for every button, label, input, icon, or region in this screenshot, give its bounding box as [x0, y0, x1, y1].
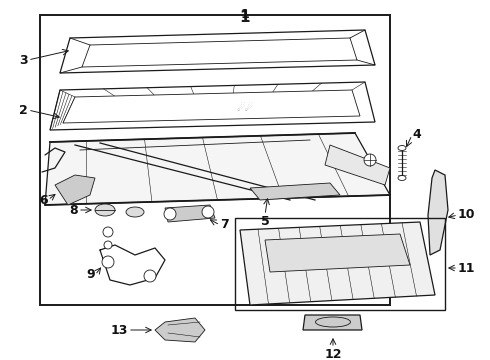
Text: 12: 12 — [324, 348, 342, 360]
Polygon shape — [63, 90, 360, 123]
Text: 9: 9 — [86, 269, 95, 282]
Polygon shape — [50, 82, 375, 130]
Circle shape — [104, 241, 112, 249]
Polygon shape — [60, 30, 375, 73]
Ellipse shape — [398, 145, 406, 150]
Text: 8: 8 — [70, 203, 78, 216]
Circle shape — [164, 208, 176, 220]
Polygon shape — [45, 133, 390, 205]
Polygon shape — [428, 170, 448, 255]
Circle shape — [144, 270, 156, 282]
Polygon shape — [155, 318, 205, 342]
Circle shape — [102, 256, 114, 268]
Circle shape — [202, 206, 214, 218]
Text: 3: 3 — [20, 54, 28, 67]
Ellipse shape — [316, 317, 350, 327]
Ellipse shape — [126, 207, 144, 217]
Text: 6: 6 — [39, 194, 48, 207]
Bar — [235, 218, 445, 310]
Polygon shape — [240, 222, 435, 305]
Text: 11: 11 — [458, 261, 475, 274]
Ellipse shape — [95, 204, 115, 216]
Circle shape — [364, 154, 376, 166]
Text: 7: 7 — [220, 219, 229, 231]
Text: 5: 5 — [261, 215, 270, 228]
Text: 1: 1 — [240, 10, 250, 25]
Text: 10: 10 — [458, 208, 475, 221]
Ellipse shape — [398, 175, 406, 180]
Polygon shape — [325, 145, 390, 185]
Polygon shape — [165, 205, 215, 222]
Text: 4: 4 — [412, 129, 421, 141]
Text: 1: 1 — [241, 8, 249, 21]
Polygon shape — [250, 183, 340, 200]
Polygon shape — [82, 38, 357, 67]
Polygon shape — [55, 175, 95, 205]
Polygon shape — [303, 315, 362, 330]
Text: ☄☄: ☄☄ — [236, 103, 254, 113]
Text: 13: 13 — [111, 324, 128, 337]
Circle shape — [103, 227, 113, 237]
Bar — [40, 15, 390, 305]
Polygon shape — [265, 234, 410, 272]
Text: 2: 2 — [19, 104, 28, 117]
